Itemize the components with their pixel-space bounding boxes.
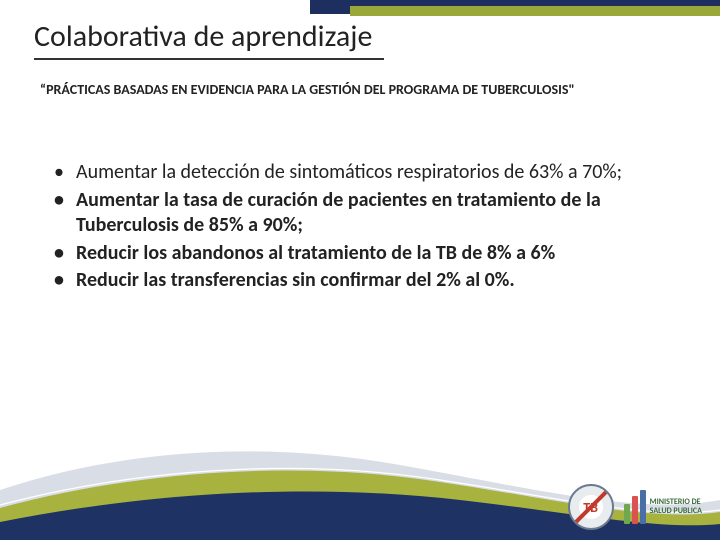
bar-green — [624, 504, 630, 524]
list-item: Aumentar la detección de sintomáticos re… — [48, 160, 680, 186]
title-underline — [34, 58, 384, 60]
bullet-text: Aumentar la detección de sintomáticos re… — [76, 160, 622, 184]
bar-blue — [640, 490, 646, 524]
tb-stop-logo: TB — [568, 484, 614, 530]
slide-subtitle: “PRÁCTICAS BASADAS EN EVIDENCIA PARA LA … — [40, 76, 680, 104]
list-item: Aumentar la tasa de curación de paciente… — [48, 188, 680, 239]
bullet-text: Reducir las transferencias sin confirmar… — [76, 268, 515, 292]
bullet-text: Reducir los abandonos al tratamiento de … — [76, 241, 555, 265]
msp-line2: SALUD PUBLICA — [650, 507, 702, 516]
bullet-list: Aumentar la detección de sintomáticos re… — [48, 160, 680, 296]
bar-red — [632, 496, 638, 524]
msp-bars-icon — [624, 490, 646, 524]
list-item: Reducir los abandonos al tratamiento de … — [48, 241, 680, 267]
msp-logo: MINISTERIO DE SALUD PUBLICA — [624, 490, 702, 524]
list-item: Reducir las transferencias sin confirmar… — [48, 268, 680, 294]
footer-logos: TB MINISTERIO DE SALUD PUBLICA — [568, 484, 702, 530]
slide-title: Colaborativa de aprendizaje — [34, 18, 372, 55]
stripe-olive — [350, 6, 720, 16]
bullet-text: Aumentar la tasa de curación de paciente… — [76, 188, 601, 238]
msp-label: MINISTERIO DE SALUD PUBLICA — [650, 498, 702, 516]
prohibition-slash-icon — [574, 491, 607, 524]
